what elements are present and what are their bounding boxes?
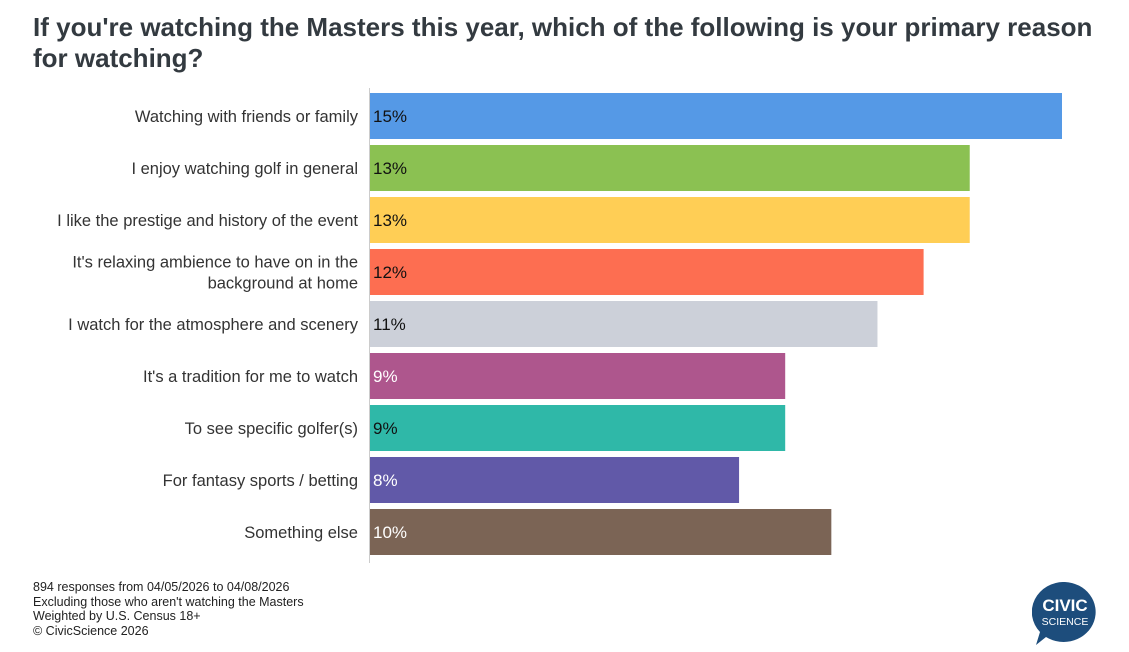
category-label: Something else (244, 524, 358, 542)
category-label: I watch for the atmosphere and scenery (68, 316, 359, 334)
category-label: I like the prestige and history of the e… (57, 212, 358, 230)
bar (370, 509, 832, 555)
bar (370, 93, 1062, 139)
logo-text-civic: CIVIC (1042, 596, 1087, 615)
bar (370, 249, 924, 295)
bar (370, 197, 970, 243)
category-label: To see specific golfer(s) (185, 420, 358, 438)
data-label: 8% (373, 471, 398, 490)
category-label: For fantasy sports / betting (163, 472, 358, 490)
footer-notes: 894 responses from 04/05/2026 to 04/08/2… (33, 580, 304, 638)
category-label: Watching with friends or family (135, 108, 359, 126)
data-label: 15% (373, 107, 407, 126)
data-label: 11% (373, 315, 406, 334)
bar (370, 145, 970, 191)
data-label: 9% (373, 367, 398, 386)
civicscience-logo: CIVIC SCIENCE (1032, 582, 1096, 645)
bar (370, 405, 786, 451)
bar (370, 457, 740, 503)
data-label: 13% (373, 159, 407, 178)
data-label: 10% (373, 523, 407, 542)
logo-text-science: SCIENCE (1042, 616, 1089, 628)
category-label: background at home (208, 275, 358, 293)
category-label: I enjoy watching golf in general (131, 160, 358, 178)
data-label: 9% (373, 419, 398, 438)
footer-responses: 894 responses from 04/05/2026 to 04/08/2… (33, 580, 290, 594)
data-label: 12% (373, 263, 407, 282)
footer-copyright: © CivicScience 2026 (33, 623, 149, 638)
footer-exclusion: Excluding those who aren't watching the … (33, 594, 304, 609)
category-label: It's a tradition for me to watch (143, 368, 358, 386)
chart-title: If you're watching the Masters this year… (33, 12, 1093, 73)
footer-weighting: Weighted by U.S. Census 18+ (33, 609, 201, 623)
category-label: It's relaxing ambience to have on in the (72, 254, 358, 272)
bar (370, 353, 786, 399)
bar (370, 301, 878, 347)
data-label: 13% (373, 211, 407, 230)
